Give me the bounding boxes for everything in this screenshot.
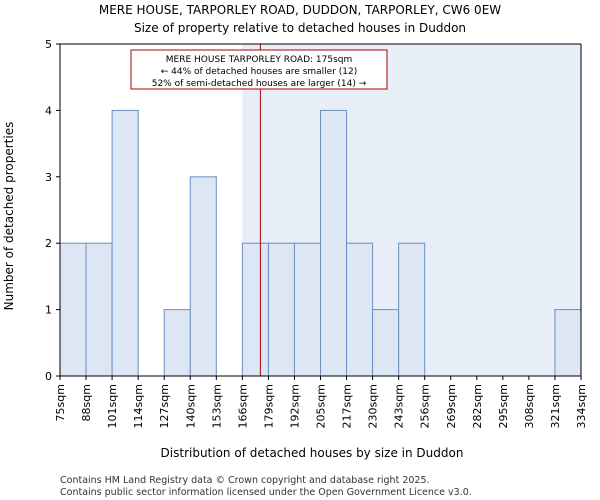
y-tick-label-1: 1 [45,304,52,317]
bars [59,109,582,377]
x-tick-label-256sqm: 256sqm [419,384,432,428]
bar-75sqm [59,242,87,377]
bar-127sqm [163,309,191,377]
bar-179sqm [267,242,295,377]
x-tick-label-166sqm: 166sqm [236,384,249,428]
x-tick-label-88sqm: 88sqm [80,384,93,421]
bar-101sqm [111,109,139,377]
footer-line-2: Contains public sector information licen… [60,487,472,498]
x-tick-label-295sqm: 295sqm [497,384,510,428]
bar-205sqm [320,109,348,377]
marker-annotation: MERE HOUSE TARPORLEY ROAD: 175sqm ← 44% … [130,49,388,90]
bar-140sqm [189,176,217,377]
x-tick-label-192sqm: 192sqm [288,384,301,428]
x-tick-label-140sqm: 140sqm [184,384,197,428]
y-tick-label-2: 2 [45,237,52,250]
x-tick-label-101sqm: 101sqm [106,384,119,428]
x-tick-label-334sqm: 334sqm [575,384,588,428]
annotation-line-2: ← 44% of detached houses are smaller (12… [161,67,358,77]
x-tick-label-230sqm: 230sqm [367,384,380,428]
x-tick-label-127sqm: 127sqm [158,384,171,428]
y-tick-label-0: 0 [45,370,52,383]
axes: 0 1 2 3 4 5 75sqm 88sqm 101sqm 114sqm 127sqm 140sqm… [45,38,588,428]
x-tick-label-205sqm: 205sqm [315,384,328,428]
y-tick-label-5: 5 [45,38,52,51]
bar-217sqm [346,242,374,377]
x-tick-label-269sqm: 269sqm [445,384,458,428]
bar-321sqm [554,309,582,377]
annotation-line-1: MERE HOUSE TARPORLEY ROAD: 175sqm [166,55,353,65]
bar-166sqm [241,242,269,377]
y-axis-label: Number of detached properties [2,122,16,311]
bar-88sqm [85,242,113,377]
bar-192sqm [293,242,322,377]
x-tick-label-179sqm: 179sqm [262,384,275,428]
x-tick-label-243sqm: 243sqm [393,384,406,428]
x-axis-label: Distribution of detached houses by size … [161,446,464,460]
annotation-box [130,49,388,90]
x-tick-label-114sqm: 114sqm [132,384,145,428]
x-tick-label-217sqm: 217sqm [341,384,354,428]
chart-subtitle: Size of property relative to detached ho… [134,21,466,35]
bar-243sqm [398,242,426,377]
y-tick-label-4: 4 [45,104,52,117]
chart-title: MERE HOUSE, TARPORLEY ROAD, DUDDON, TARP… [99,3,501,17]
annotation-line-3: 52% of semi-detached houses are larger (… [152,79,367,89]
footer-line-1: Contains HM Land Registry data © Crown c… [60,475,430,486]
x-tick-label-321sqm: 321sqm [549,384,562,428]
x-tick-label-308sqm: 308sqm [523,384,536,428]
y-tick-label-3: 3 [45,171,52,184]
x-tick-label-75sqm: 75sqm [54,384,67,421]
x-tick-label-282sqm: 282sqm [471,384,484,428]
bar-230sqm [372,309,400,377]
x-tick-label-153sqm: 153sqm [210,384,223,428]
